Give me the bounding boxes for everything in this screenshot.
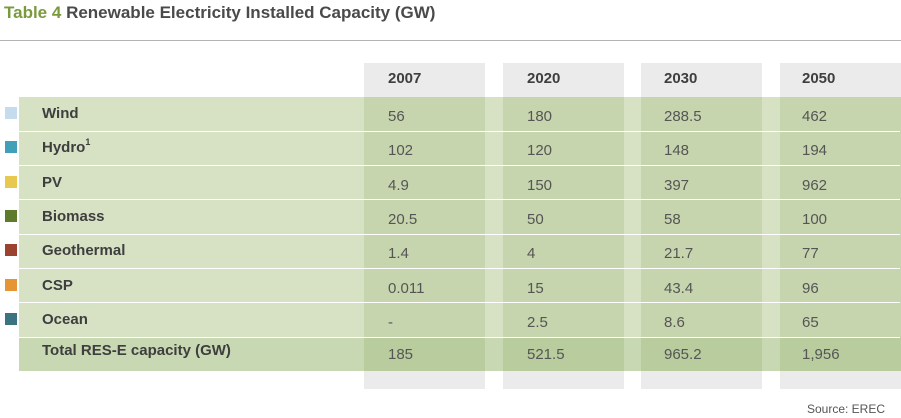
table-cell: 288.5 bbox=[664, 108, 702, 125]
title-divider bbox=[0, 40, 901, 41]
total-cell: 521.5 bbox=[527, 346, 565, 364]
table-cell: 50 bbox=[527, 210, 544, 228]
table-cell: 43.4 bbox=[664, 279, 694, 297]
row-divider bbox=[19, 199, 900, 201]
column-row-overlap bbox=[641, 97, 762, 338]
table-cell: 15 bbox=[527, 279, 544, 297]
table-cell: 20.5 bbox=[388, 210, 418, 228]
table-cell: 180 bbox=[527, 108, 553, 125]
legend-swatch bbox=[5, 312, 17, 325]
table-cell: 462 bbox=[802, 108, 828, 125]
column-row-overlap bbox=[364, 97, 485, 338]
legend-swatch bbox=[5, 107, 17, 119]
legend-swatch bbox=[5, 141, 17, 154]
footnote-marker: 1 bbox=[85, 137, 91, 148]
table-cell: 65 bbox=[802, 313, 819, 331]
row-divider bbox=[19, 233, 900, 235]
table-cell: 77 bbox=[802, 245, 819, 263]
table-cell: 962 bbox=[802, 176, 828, 194]
table-title: Table 4 Renewable Electricity Installed … bbox=[4, 3, 435, 23]
row-label-text: CSP bbox=[42, 276, 73, 294]
row-divider bbox=[19, 165, 900, 167]
column-total-overlap bbox=[364, 337, 485, 372]
legend-swatch bbox=[5, 175, 17, 188]
total-label: Total RES-E capacity (GW) bbox=[42, 342, 231, 360]
row-label: Geothermal bbox=[42, 242, 125, 259]
column-row-overlap bbox=[780, 97, 901, 338]
table-cell: 0.011 bbox=[388, 279, 425, 297]
table-number: Table 4 bbox=[4, 3, 62, 22]
row-label-text: Wind bbox=[42, 105, 79, 122]
table-cell: 148 bbox=[664, 142, 690, 160]
column-header: 2030 bbox=[664, 70, 698, 87]
row-label-text: Geothermal bbox=[42, 242, 126, 260]
row-label: Biomass bbox=[42, 208, 105, 225]
row-label: Hydro1 bbox=[42, 137, 91, 157]
table-cell: 150 bbox=[527, 176, 553, 194]
table-cell: 194 bbox=[802, 142, 828, 160]
table-cell: 96 bbox=[802, 279, 819, 297]
source-note: Source: EREC bbox=[806, 402, 885, 416]
row-label: CSP bbox=[42, 277, 73, 294]
column-total-overlap bbox=[780, 337, 901, 372]
total-cell: 185 bbox=[388, 346, 414, 364]
row-divider bbox=[19, 336, 900, 338]
table-cell: 58 bbox=[664, 210, 681, 228]
total-cell: 965.2 bbox=[664, 346, 702, 364]
column-header: 2050 bbox=[802, 70, 836, 87]
legend-swatch bbox=[5, 209, 17, 222]
table-cell: 8.6 bbox=[664, 313, 685, 331]
table-cell: 56 bbox=[388, 108, 405, 125]
row-divider bbox=[19, 302, 900, 304]
row-label-text: Ocean bbox=[42, 310, 88, 328]
table-cell: 120 bbox=[527, 142, 553, 160]
row-label: Ocean bbox=[42, 311, 88, 328]
column-total-overlap bbox=[503, 337, 624, 372]
row-label-text: PV bbox=[42, 173, 63, 191]
row-label: PV bbox=[42, 174, 62, 191]
row-label-text: Biomass bbox=[42, 207, 105, 225]
column-row-overlap bbox=[503, 97, 624, 338]
table-cell: - bbox=[388, 313, 393, 331]
row-divider bbox=[19, 268, 900, 269]
column-header: 2007 bbox=[388, 70, 422, 87]
table-cell: 100 bbox=[802, 210, 828, 228]
table-cell: 2.5 bbox=[527, 313, 548, 331]
table-cell: 102 bbox=[388, 142, 414, 160]
total-cell: 1,956 bbox=[802, 346, 840, 364]
legend-swatch bbox=[5, 278, 17, 291]
row-label: Wind bbox=[42, 105, 79, 122]
column-header: 2020 bbox=[527, 70, 561, 87]
table-cell: 4 bbox=[527, 245, 536, 263]
row-label-text: Hydro bbox=[42, 139, 86, 157]
legend-swatch bbox=[5, 244, 17, 257]
column-total-overlap bbox=[641, 337, 762, 372]
table-cell: 4.9 bbox=[388, 176, 409, 194]
table-cell: 21.7 bbox=[664, 245, 694, 263]
table-cell: 397 bbox=[664, 176, 690, 194]
table-cell: 1.4 bbox=[388, 245, 409, 263]
table-title-text: Renewable Electricity Installed Capacity… bbox=[66, 3, 436, 22]
row-divider bbox=[19, 130, 900, 132]
